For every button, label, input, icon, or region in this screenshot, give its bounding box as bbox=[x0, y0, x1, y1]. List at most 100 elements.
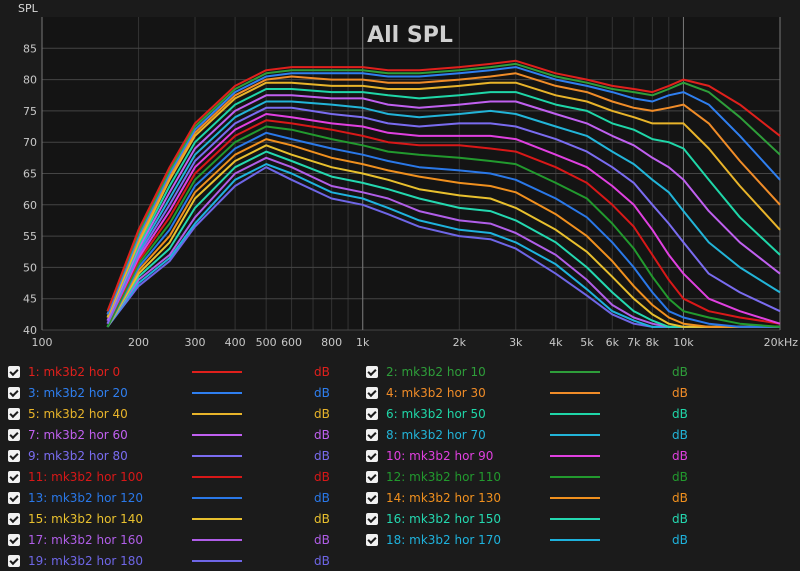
legend-checkbox[interactable] bbox=[366, 513, 378, 525]
legend-checkbox[interactable] bbox=[8, 534, 20, 546]
legend-unit: dB bbox=[672, 512, 688, 526]
legend-line-swatch bbox=[192, 539, 242, 541]
x-tick-label: 10k bbox=[673, 336, 694, 349]
y-tick-label: 40 bbox=[23, 324, 37, 337]
x-tick-label: 400 bbox=[225, 336, 246, 349]
legend-item: 11: mk3b2 hor 100 dB bbox=[8, 467, 348, 487]
legend-checkbox[interactable] bbox=[366, 387, 378, 399]
legend-series-name: 6: mk3b2 hor 50 bbox=[386, 407, 486, 421]
y-tick-label: 80 bbox=[23, 74, 37, 87]
legend-unit: dB bbox=[672, 386, 688, 400]
legend-checkbox[interactable] bbox=[8, 429, 20, 441]
legend-series-name: 16: mk3b2 hor 150 bbox=[386, 512, 502, 526]
legend-checkbox[interactable] bbox=[8, 555, 20, 567]
x-tick-label: 6k bbox=[606, 336, 620, 349]
legend-checkbox[interactable] bbox=[8, 513, 20, 525]
series-line bbox=[106, 88, 781, 318]
spl-chart: 40 45 50 55 60 65 70 75 80 85 100 200 300 400 500 600 8… bbox=[18, 2, 799, 349]
legend-checkbox[interactable] bbox=[8, 387, 20, 399]
legend-checkbox[interactable] bbox=[366, 366, 378, 378]
legend-item: 16: mk3b2 hor 150 dB bbox=[366, 509, 706, 529]
legend-unit: dB bbox=[314, 491, 330, 505]
legend-series-name: 18: mk3b2 hor 170 bbox=[386, 533, 502, 547]
legend-series-name: 9: mk3b2 hor 80 bbox=[28, 449, 128, 463]
legend-checkbox[interactable] bbox=[8, 492, 20, 504]
legend-checkbox[interactable] bbox=[8, 366, 20, 378]
x-tick-label: 20kHz bbox=[764, 336, 799, 349]
legend-unit: dB bbox=[672, 470, 688, 484]
legend-line-swatch bbox=[192, 455, 242, 457]
legend-item: 13: mk3b2 hor 120 dB bbox=[8, 488, 348, 508]
legend-checkbox[interactable] bbox=[366, 429, 378, 441]
y-tick-label: 55 bbox=[23, 230, 37, 243]
legend-unit: dB bbox=[672, 407, 688, 421]
legend-unit: dB bbox=[314, 449, 330, 463]
x-tick-label: 300 bbox=[185, 336, 206, 349]
y-tick-label: 70 bbox=[23, 136, 37, 149]
y-tick-label: 75 bbox=[23, 105, 37, 118]
legend-line-swatch bbox=[550, 413, 600, 415]
x-tick-label: 500 bbox=[256, 336, 277, 349]
x-tick-label: 4k bbox=[549, 336, 563, 349]
legend-line-swatch bbox=[550, 455, 600, 457]
legend-series-name: 3: mk3b2 hor 20 bbox=[28, 386, 128, 400]
legend-line-swatch bbox=[550, 518, 600, 520]
legend-item: 6: mk3b2 hor 50 dB bbox=[366, 404, 706, 424]
legend-item: 4: mk3b2 hor 30 dB bbox=[366, 383, 706, 403]
y-tick-label: 65 bbox=[23, 168, 37, 181]
legend-checkbox[interactable] bbox=[8, 408, 20, 420]
series-line bbox=[106, 144, 780, 328]
x-tick-label: 200 bbox=[128, 336, 149, 349]
y-tick-label: 50 bbox=[23, 261, 37, 274]
legend-unit: dB bbox=[672, 365, 688, 379]
legend: 1: mk3b2 hor 0 dB 3: mk3b2 hor 20 dB 5: mk3b… bbox=[0, 362, 800, 571]
legend-checkbox[interactable] bbox=[366, 534, 378, 546]
legend-item: 14: mk3b2 hor 130 dB bbox=[366, 488, 706, 508]
legend-item: 15: mk3b2 hor 140 dB bbox=[8, 509, 348, 529]
legend-series-name: 14: mk3b2 hor 130 bbox=[386, 491, 502, 505]
legend-item: 8: mk3b2 hor 70 dB bbox=[366, 425, 706, 445]
x-tick-label: 800 bbox=[321, 336, 342, 349]
legend-checkbox[interactable] bbox=[366, 408, 378, 420]
legend-unit: dB bbox=[672, 428, 688, 442]
legend-line-swatch bbox=[550, 371, 600, 373]
series-line bbox=[106, 66, 781, 315]
chart-title: All SPL bbox=[367, 23, 453, 48]
y-tick-label: 60 bbox=[23, 199, 37, 212]
legend-series-name: 15: mk3b2 hor 140 bbox=[28, 512, 144, 526]
legend-line-swatch bbox=[192, 497, 242, 499]
legend-checkbox[interactable] bbox=[366, 450, 378, 462]
legend-item: 2: mk3b2 hor 10 dB bbox=[366, 362, 706, 382]
legend-item: 17: mk3b2 hor 160 dB bbox=[8, 530, 348, 550]
legend-series-name: 1: mk3b2 hor 0 bbox=[28, 365, 121, 379]
legend-line-swatch bbox=[550, 476, 600, 478]
legend-series-name: 2: mk3b2 hor 10 bbox=[386, 365, 486, 379]
legend-series-name: 10: mk3b2 hor 90 bbox=[386, 449, 494, 463]
legend-item: 12: mk3b2 hor 110 dB bbox=[366, 467, 706, 487]
x-tick-label: 600 bbox=[281, 336, 302, 349]
legend-series-name: 8: mk3b2 hor 70 bbox=[386, 428, 486, 442]
legend-line-swatch bbox=[192, 476, 242, 478]
legend-item: 5: mk3b2 hor 40 dB bbox=[8, 404, 348, 424]
legend-checkbox[interactable] bbox=[366, 492, 378, 504]
legend-checkbox[interactable] bbox=[8, 471, 20, 483]
legend-item: 10: mk3b2 hor 90 dB bbox=[366, 446, 706, 466]
y-tick-label: 45 bbox=[23, 293, 37, 306]
series-line bbox=[106, 106, 781, 325]
legend-line-swatch bbox=[550, 497, 600, 499]
legend-unit: dB bbox=[314, 365, 330, 379]
series-line bbox=[106, 94, 781, 321]
x-tick-label: 8k bbox=[646, 336, 660, 349]
legend-unit: dB bbox=[672, 533, 688, 547]
series-line bbox=[106, 119, 781, 325]
legend-line-swatch bbox=[192, 413, 242, 415]
legend-checkbox[interactable] bbox=[8, 450, 20, 462]
legend-series-name: 5: mk3b2 hor 40 bbox=[28, 407, 128, 421]
legend-line-swatch bbox=[550, 539, 600, 541]
series-line bbox=[106, 100, 781, 322]
legend-unit: dB bbox=[314, 533, 330, 547]
y-tick-labels: 40 45 50 55 60 65 70 75 80 85 bbox=[23, 42, 37, 337]
series-layer bbox=[106, 59, 781, 328]
legend-checkbox[interactable] bbox=[366, 471, 378, 483]
series-line bbox=[106, 138, 780, 328]
